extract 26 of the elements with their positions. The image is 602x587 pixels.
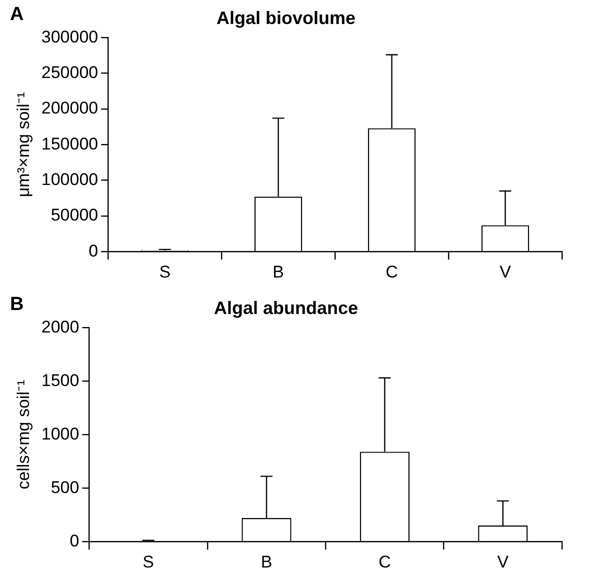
y-tick-label: 200000 [41, 98, 98, 118]
y-tick-label: 2000 [41, 317, 80, 336]
x-tick-label: B [260, 552, 272, 572]
y-tick-label: 1500 [41, 370, 80, 390]
x-tick-label: V [500, 262, 512, 282]
chart-title: Algal biovolume [216, 8, 356, 28]
x-tick-label: B [272, 262, 284, 282]
y-tick-label: 250000 [41, 62, 98, 82]
y-tick-label: 150000 [41, 134, 98, 154]
x-tick-label: V [497, 552, 510, 572]
y-tick-label: 0 [70, 531, 80, 550]
x-tick-label: C [386, 262, 398, 282]
y-tick-label: 50000 [50, 206, 98, 225]
x-tick-label: S [159, 262, 171, 282]
y-tick-label: 300000 [41, 27, 98, 46]
y-tick-label: 100000 [41, 170, 98, 189]
text: B [10, 294, 24, 316]
y-axis-title: μm³×mg soil⁻¹ [14, 92, 33, 198]
text: A [10, 4, 24, 26]
y-axis-title: cells×mg soil⁻¹ [14, 380, 33, 490]
x-tick-label: C [378, 552, 391, 572]
chart-title: Algal abundance [214, 298, 358, 318]
y-tick-label: 500 [50, 478, 80, 497]
y-tick-label: 0 [88, 241, 98, 260]
x-tick-label: S [142, 552, 154, 572]
y-tick-label: 1000 [41, 424, 80, 444]
